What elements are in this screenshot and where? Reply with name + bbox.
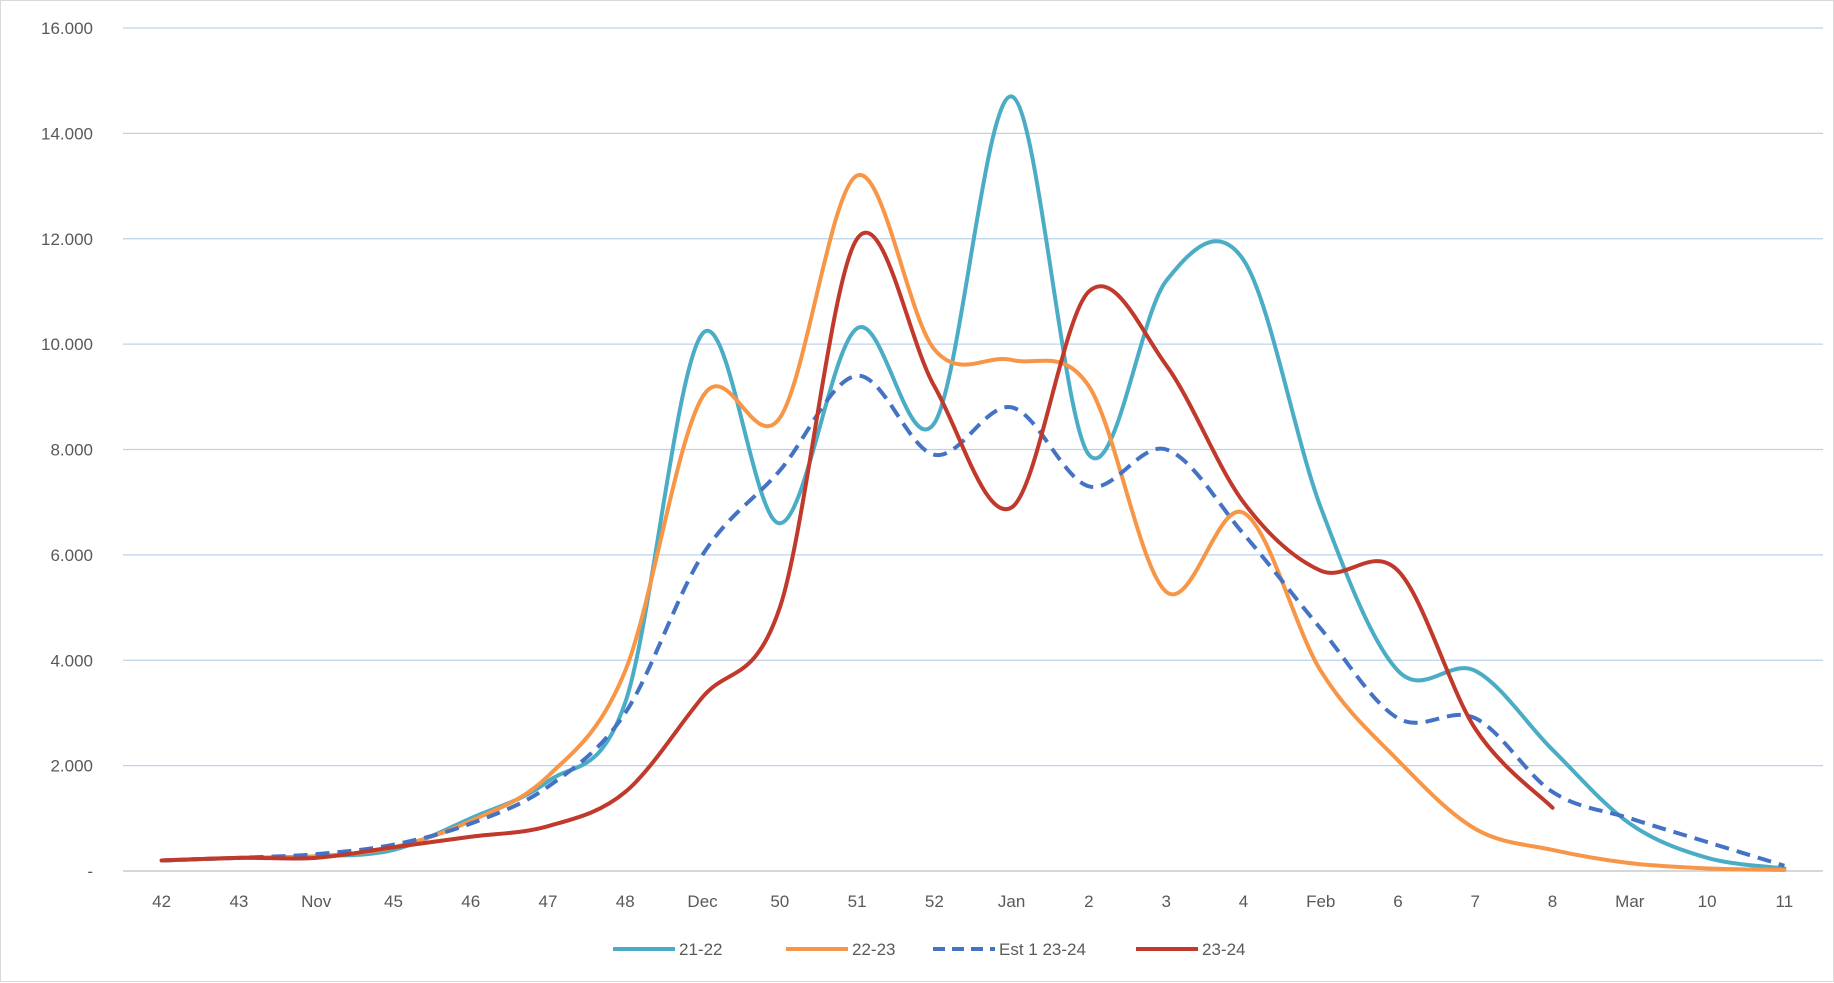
x-tick-label: 52 — [925, 892, 944, 911]
x-tick-label: 50 — [770, 892, 789, 911]
x-axis-tick-labels: 42 43 Nov 45 46 47 48 Dec 50 51 52 Jan 2 3 4 Feb 6 7 8 Mar 1… — [152, 892, 1793, 911]
y-tick-label: 14.000 — [41, 124, 93, 143]
y-tick-label: 6.000 — [50, 546, 93, 565]
x-tick-label: 51 — [848, 892, 867, 911]
legend-label: 21-22 — [679, 940, 722, 959]
x-tick-label: 10 — [1698, 892, 1717, 911]
gridlines — [123, 27, 1823, 872]
x-tick-label: 48 — [616, 892, 635, 911]
x-tick-label: Dec — [687, 892, 718, 911]
x-tick-label: 6 — [1393, 892, 1402, 911]
series-line-23-24 — [159, 230, 1555, 863]
y-tick-label: 12.000 — [41, 230, 93, 249]
legend-label: 22-23 — [852, 940, 895, 959]
x-tick-label: Nov — [301, 892, 332, 911]
legend-label: Est 1 23-24 — [999, 940, 1086, 959]
series-line-21-22 — [159, 94, 1787, 871]
legend-label: 23-24 — [1202, 940, 1245, 959]
x-tick-label: Feb — [1306, 892, 1335, 911]
y-axis-tick-labels: - 2.000 4.000 6.000 8.000 10.000 12.000 14.000 1… — [41, 19, 93, 881]
x-tick-label: 8 — [1548, 892, 1557, 911]
y-tick-label: 4.000 — [50, 651, 93, 670]
x-tick-label: 7 — [1471, 892, 1480, 911]
x-tick-label: 2 — [1084, 892, 1093, 911]
x-tick-label: Jan — [998, 892, 1025, 911]
x-tick-label: 4 — [1239, 892, 1248, 911]
y-tick-label: 8.000 — [50, 441, 93, 460]
legend: 21-22 22-23 Est 1 23-24 23-24 — [613, 940, 1245, 959]
y-tick-label: 10.000 — [41, 335, 93, 354]
x-tick-label: 46 — [461, 892, 480, 911]
y-tick-label: 2.000 — [50, 757, 93, 776]
x-tick-label: 45 — [384, 892, 403, 911]
x-tick-label: Mar — [1615, 892, 1645, 911]
x-tick-label: 11 — [1776, 892, 1794, 911]
x-tick-label: 47 — [539, 892, 558, 911]
y-tick-label: - — [87, 862, 93, 881]
x-tick-label: 43 — [229, 892, 248, 911]
y-tick-label: 16.000 — [41, 19, 93, 38]
x-tick-label: 3 — [1161, 892, 1170, 911]
series-lines — [159, 94, 1787, 872]
series-line-est-1-23-24 — [161, 373, 1785, 868]
x-tick-label: 42 — [152, 892, 171, 911]
series-line-22-23 — [159, 173, 1787, 872]
